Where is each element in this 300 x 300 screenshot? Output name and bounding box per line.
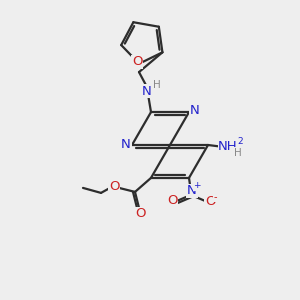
Text: N: N (121, 139, 131, 152)
Text: N: N (142, 85, 152, 98)
Text: H: H (234, 148, 242, 158)
Text: N: N (187, 184, 197, 197)
Text: O: O (167, 194, 177, 207)
Text: O: O (132, 55, 142, 68)
Text: NH: NH (218, 140, 238, 152)
Text: N: N (190, 103, 200, 117)
Text: H: H (153, 80, 161, 90)
Text: 2: 2 (237, 136, 243, 146)
Text: O: O (109, 180, 119, 194)
Text: -: - (213, 192, 217, 202)
Text: O: O (135, 207, 145, 220)
Text: +: + (193, 182, 201, 190)
Text: O: O (205, 195, 215, 208)
